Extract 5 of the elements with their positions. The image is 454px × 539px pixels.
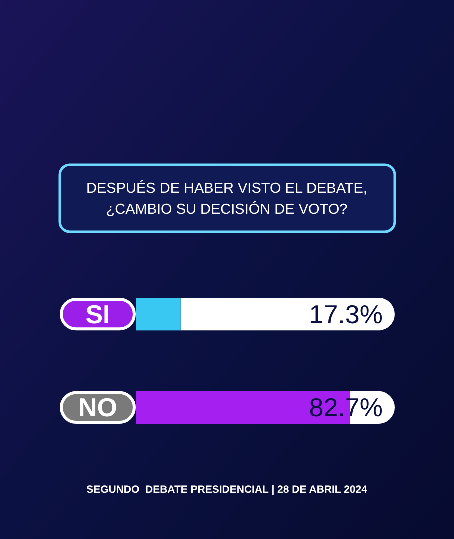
chart-title: DESPUÉS DE HABER VISTO EL DEBATE, ¿CAMBIO SU DECISIÓN DE VOTO? — [86, 180, 368, 218]
y-tick-label: SI — [86, 299, 110, 330]
text: SEGUNDO DEBATE PRESIDENCIAL | 28 DE ABRIL 2024 — [86, 484, 368, 496]
y-tick-label: NO — [78, 392, 118, 423]
data-label: 17.3% — [309, 299, 383, 330]
